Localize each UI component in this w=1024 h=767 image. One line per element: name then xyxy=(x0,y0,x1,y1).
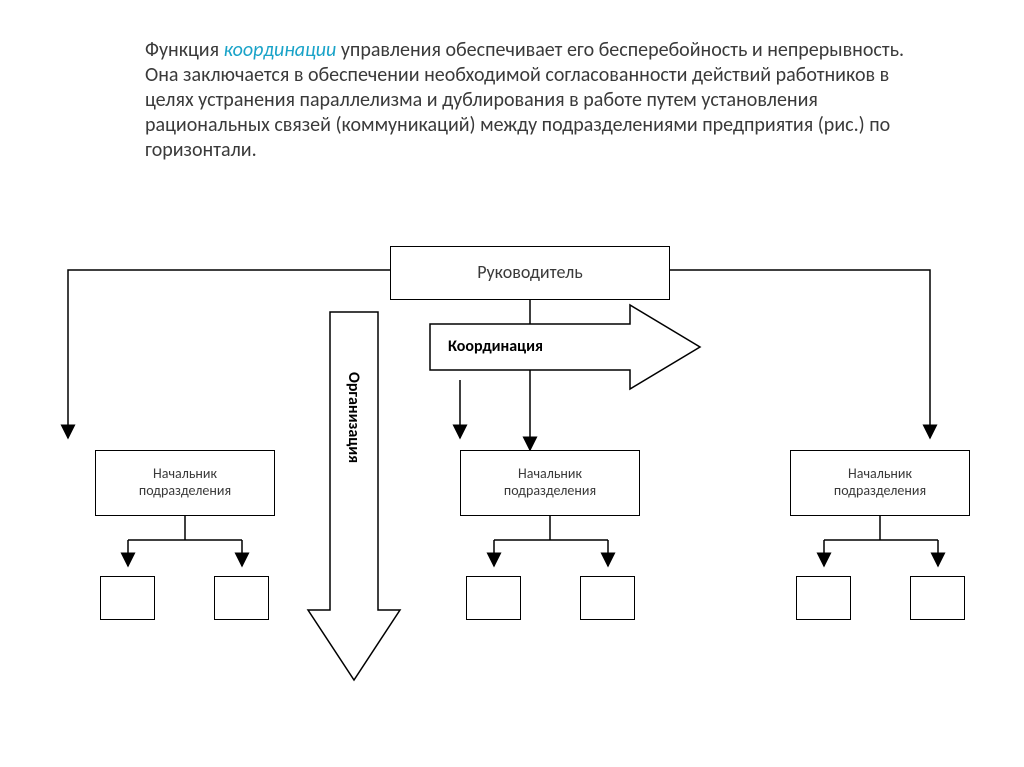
leader-node: Руководитель xyxy=(390,246,670,300)
org-diagram: Координация Организация Руководитель Нач… xyxy=(0,230,1024,750)
intro-highlight: координации xyxy=(224,38,337,62)
coordination-arrow-label: Координация xyxy=(448,337,543,356)
dept-head-node-2: Начальникподразделения xyxy=(460,450,640,516)
slide: Функция координации управления обеспечив… xyxy=(0,0,1024,767)
organization-arrow-label: Организация xyxy=(344,372,363,463)
leaf-node-3a xyxy=(796,576,851,620)
leaf-node-1b xyxy=(214,576,269,620)
dept-head-node-3: Начальникподразделения xyxy=(790,450,970,516)
dept-head-node-1: Начальникподразделения xyxy=(95,450,275,516)
intro-prefix: Функция xyxy=(145,38,224,62)
leaf-node-2a xyxy=(466,576,521,620)
intro-paragraph: Функция координации управления обеспечив… xyxy=(145,38,905,163)
leaf-node-1a xyxy=(100,576,155,620)
leaf-node-3b xyxy=(910,576,965,620)
leaf-node-2b xyxy=(580,576,635,620)
